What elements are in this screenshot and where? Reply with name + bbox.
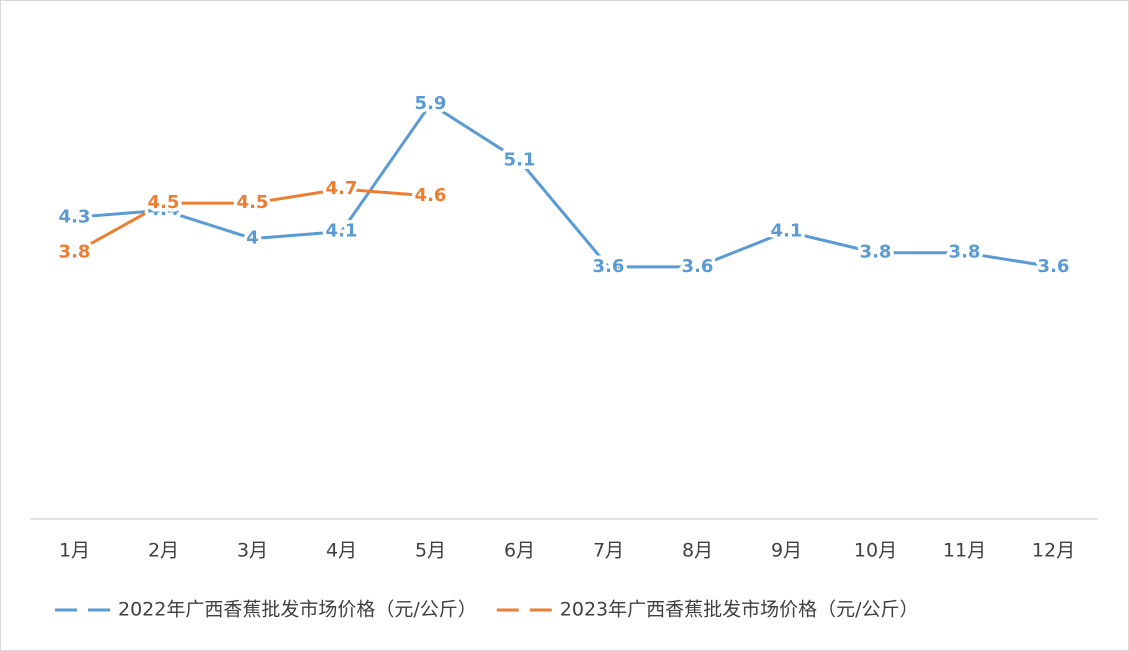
x-tick-label: 5月	[415, 540, 446, 562]
data-label: 4.5	[237, 192, 269, 213]
data-label: 3.8	[59, 242, 91, 263]
x-tick-label: 12月	[1032, 540, 1075, 562]
x-tick-label: 6月	[504, 540, 535, 562]
data-label: 5.9	[415, 93, 447, 114]
legend-label: 2022年广西香蕉批发市场价格（元/公斤）	[118, 599, 477, 621]
data-label: 4	[246, 228, 259, 249]
x-tick-label: 4月	[326, 540, 357, 562]
x-tick-label: 1月	[59, 540, 90, 562]
data-label: 3.8	[949, 242, 981, 263]
data-label: 5.1	[504, 150, 536, 171]
data-label: 4.1	[326, 220, 358, 241]
data-label: 3.8	[860, 242, 892, 263]
data-label: 3.6	[682, 256, 714, 277]
legend-label: 2023年广西香蕉批发市场价格（元/公斤）	[560, 599, 919, 621]
series-line	[74, 102, 1054, 269]
x-tick-label: 11月	[943, 540, 986, 562]
data-label: 4.1	[771, 220, 803, 241]
x-tick-label: 10月	[854, 540, 897, 562]
x-tick-label: 7月	[593, 540, 624, 562]
data-label: 3.6	[1038, 256, 1070, 277]
series-line	[73, 187, 431, 255]
data-label: 4.4	[148, 199, 180, 220]
x-tick-label: 9月	[771, 540, 802, 562]
x-tick-label: 3月	[237, 540, 268, 562]
data-label: 4.7	[326, 178, 358, 199]
data-label: 4.3	[59, 206, 91, 227]
data-label: 4.5	[148, 192, 180, 213]
data-label: 4.6	[415, 185, 447, 206]
x-tick-label: 2月	[148, 540, 179, 562]
data-label: 3.6	[593, 256, 625, 277]
x-tick-label: 8月	[682, 540, 713, 562]
